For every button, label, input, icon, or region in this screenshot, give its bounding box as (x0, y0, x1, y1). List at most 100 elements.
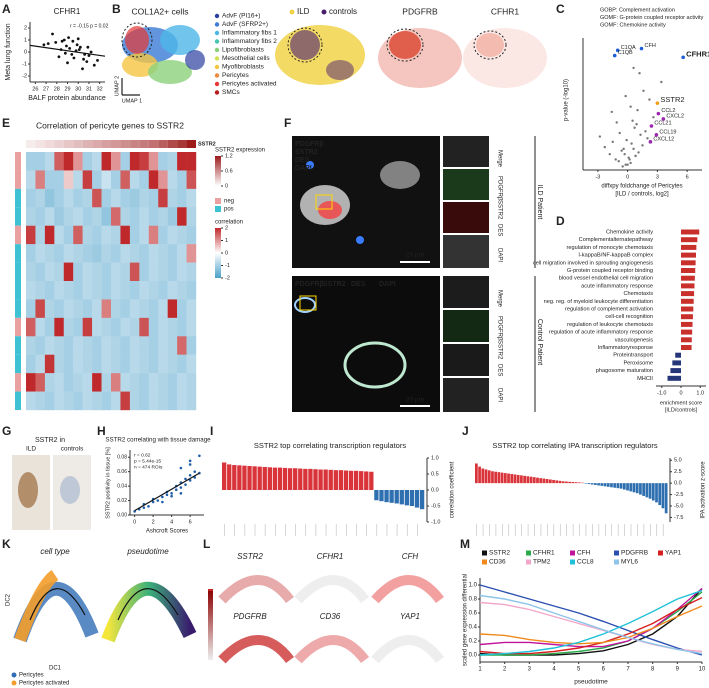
heatmap-cell (26, 336, 36, 355)
heatmap-cell (186, 244, 197, 263)
heatmap-cell (111, 281, 121, 300)
heatmap-cell (120, 262, 131, 282)
heatmap-cell (177, 281, 187, 300)
heatmap-cell (82, 188, 93, 208)
gene-label: CXCL12 (653, 136, 674, 142)
legend-swatch (482, 559, 487, 565)
point (614, 158, 617, 161)
heatmap-cell (26, 391, 36, 411)
heatmap-cell (129, 225, 140, 245)
gene-point (649, 124, 654, 128)
stain-label: SSTR2 (496, 340, 502, 360)
point (46, 42, 50, 45)
heatmap-cell (44, 281, 55, 300)
heatmap-cell (26, 188, 36, 208)
heatmap-cell (63, 281, 74, 300)
heatmap-cell (186, 188, 197, 208)
point (82, 57, 85, 61)
bar (503, 473, 507, 484)
heatmap-cell (26, 281, 36, 300)
bar (526, 476, 530, 484)
gene-label: C1QA (621, 45, 636, 51)
heatmap-cell (101, 188, 112, 208)
heatmap-cell (139, 317, 149, 337)
x-tick-label: 7 (626, 667, 630, 673)
heatmap-cell (139, 262, 149, 282)
bar (272, 467, 278, 490)
heatmap-cell (63, 391, 74, 411)
bar (681, 268, 696, 273)
bar (353, 470, 359, 490)
expression-cell (186, 140, 196, 148)
bar (257, 466, 262, 490)
colorbar-label: 0.6 (225, 168, 233, 174)
heatmap-cell (63, 262, 74, 282)
point (51, 32, 54, 36)
bar (672, 360, 681, 366)
bar (642, 483, 646, 496)
bar (282, 467, 288, 490)
heatmap-cell (120, 299, 131, 319)
heatmap-cell (73, 170, 83, 190)
x-tick-label: 6 (189, 519, 192, 525)
x-tick-label: 0 (133, 519, 136, 525)
heatmap-cell (54, 391, 64, 411)
y-tick-label: 5.0 (674, 458, 682, 464)
label: p-value (-log10) (564, 79, 570, 121)
heatmap-cell (35, 170, 46, 190)
bar (667, 375, 681, 381)
legend-swatch (214, 90, 220, 95)
bar (681, 244, 697, 250)
legend-label: MYL6 (621, 559, 638, 566)
label: SSTR2 (198, 141, 216, 147)
panel-letter: J (462, 424, 469, 438)
heatmap-cell (44, 207, 55, 226)
stain-label: DES (496, 224, 502, 236)
stain-label: DES (295, 157, 310, 164)
heatmap-cell (186, 281, 197, 300)
point (188, 479, 192, 482)
x-tick-label: 3 (528, 667, 532, 673)
bar (635, 483, 639, 494)
heatmap-cell (82, 225, 93, 245)
heatmap-cell (158, 152, 168, 171)
bar (242, 465, 247, 490)
heatmap-cell (139, 373, 149, 392)
expression-cell (54, 140, 64, 148)
heatmap-cell (186, 391, 197, 411)
heatmap-cell (101, 262, 112, 282)
heatmap-cell (35, 317, 46, 337)
heatmap-cell (111, 152, 121, 171)
heatmap-cell (111, 317, 121, 337)
scale-bar-label: 20 µm (406, 397, 424, 404)
group-cell (15, 336, 21, 355)
bar (558, 480, 562, 484)
heatmap-cell (44, 373, 55, 392)
heatmap-cell (26, 225, 36, 245)
line (479, 605, 703, 645)
legend-swatch (214, 47, 220, 53)
bar (577, 482, 581, 484)
bar (574, 482, 578, 484)
point (87, 54, 91, 57)
heatmap-cell (186, 336, 197, 355)
bar (568, 481, 572, 484)
heatmap-cell (54, 170, 64, 190)
heatmap-cell (148, 188, 159, 208)
heatmap-cell (129, 188, 140, 208)
label: ILD (26, 446, 36, 453)
term-label: Chemotaxis (623, 291, 653, 297)
heatmap-cell (73, 317, 83, 337)
label: DC1 (49, 666, 62, 672)
point (71, 39, 75, 43)
bar (539, 478, 543, 484)
legend-swatch (289, 9, 295, 15)
heatmap-cell (92, 336, 102, 355)
bar (399, 490, 404, 505)
gene-point (639, 46, 644, 51)
gene-label: CFHR1 (686, 49, 709, 58)
heatmap-cell (44, 152, 55, 171)
label: Ashcroft Scores (146, 529, 188, 535)
heatmap-cell (139, 188, 149, 208)
